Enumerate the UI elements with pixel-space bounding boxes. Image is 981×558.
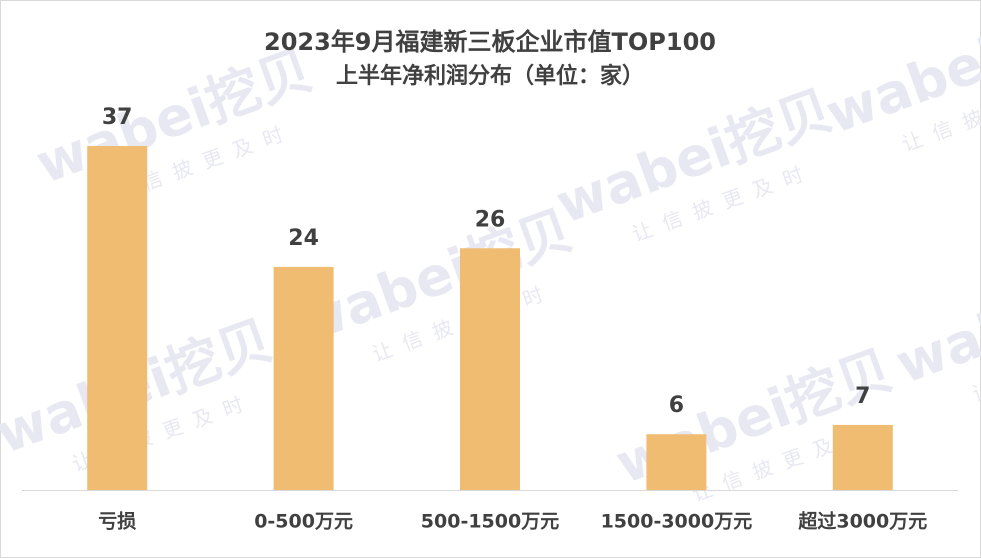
value-label: 6 (669, 393, 684, 418)
bar (87, 146, 148, 490)
x-tick-label: 亏损 (98, 511, 136, 533)
bar (646, 434, 707, 490)
value-label: 24 (288, 226, 319, 251)
bar (273, 266, 334, 490)
chart-title: 2023年9月福建新三板企业市值TOP100 (264, 28, 716, 56)
x-tick-label: 500-1500万元 (421, 511, 559, 533)
x-tick-label: 超过3000万元 (797, 510, 927, 533)
bar (460, 248, 520, 490)
x-tick-label: 1500-3000万元 (601, 511, 753, 533)
value-label: 37 (102, 105, 133, 130)
x-tick-label: 0-500万元 (254, 511, 353, 533)
chart-subtitle: 上半年净利润分布（单位：家） (336, 63, 644, 89)
value-label: 7 (855, 384, 870, 409)
bar (832, 424, 893, 490)
value-label: 26 (475, 207, 506, 232)
